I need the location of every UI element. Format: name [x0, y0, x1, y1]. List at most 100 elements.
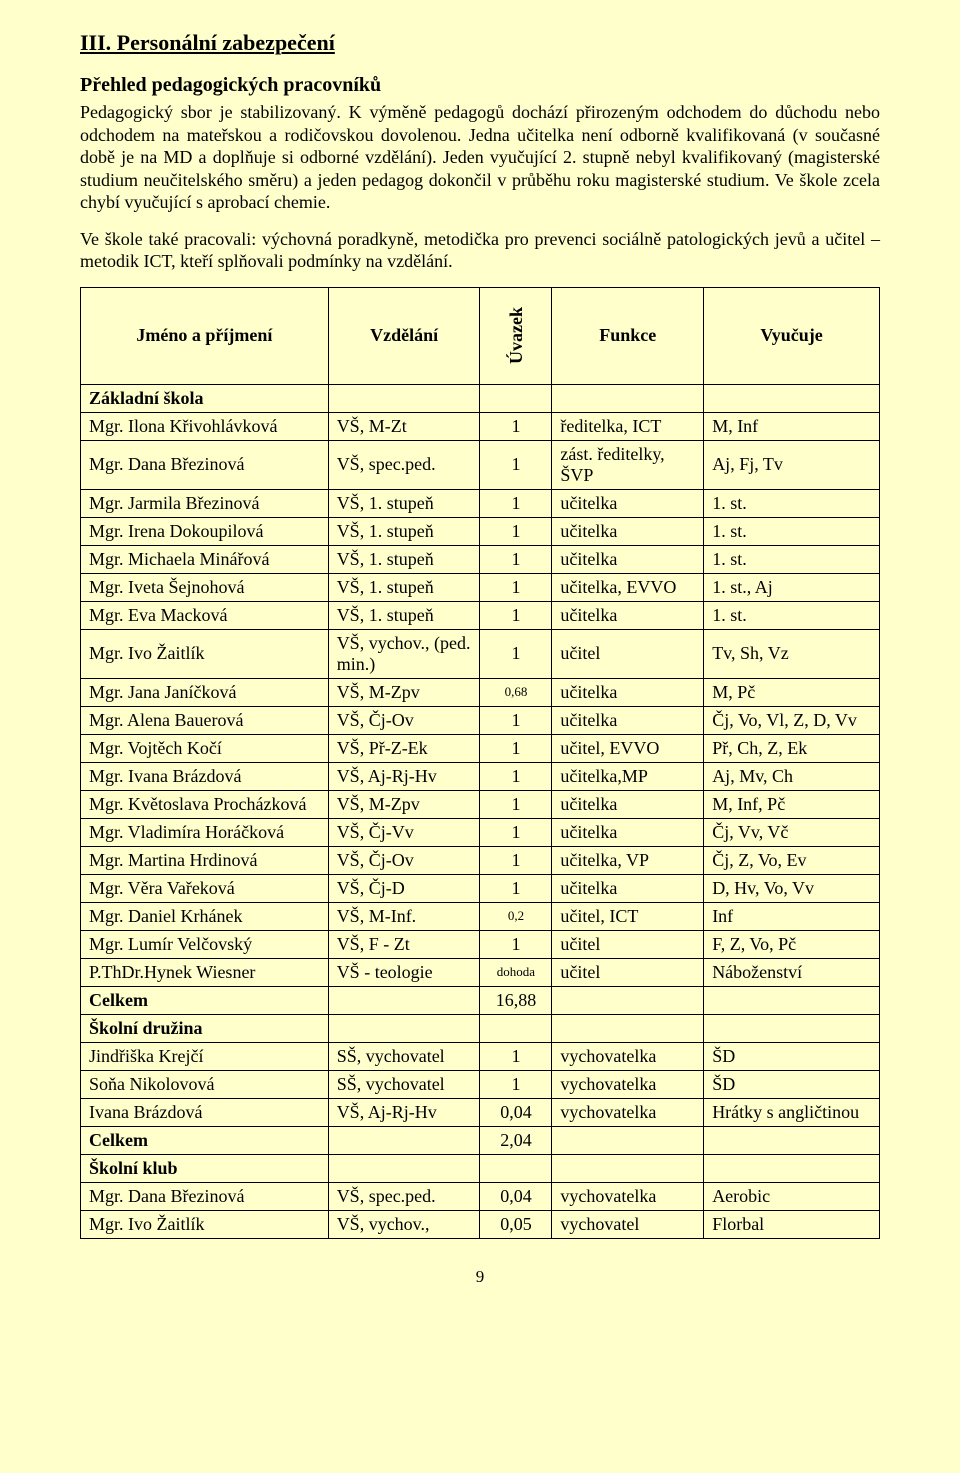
cell-name: Celkem: [81, 1126, 329, 1154]
cell-education: VŠ - teologie: [328, 958, 480, 986]
cell-funkce: učitelka, VP: [552, 846, 704, 874]
cell-funkce: učitelka: [552, 706, 704, 734]
cell-funkce: učitelka: [552, 818, 704, 846]
cell-uvazek: 1: [480, 629, 552, 678]
cell-vyucuje: Čj, Vo, Vl, Z, D, Vv: [704, 706, 880, 734]
table-row: Mgr. Dana BřezinováVŠ, spec.ped.0,04vych…: [81, 1182, 880, 1210]
cell-uvazek: 1: [480, 706, 552, 734]
table-row: Mgr. Alena BauerováVŠ, Čj-Ov1učitelkaČj,…: [81, 706, 880, 734]
table-row: Celkem2,04: [81, 1126, 880, 1154]
section-title: III. Personální zabezpečení: [80, 30, 880, 56]
cell-uvazek: 1: [480, 762, 552, 790]
cell-uvazek: 1: [480, 874, 552, 902]
table-row: P.ThDr.Hynek WiesnerVŠ - teologiedohodau…: [81, 958, 880, 986]
cell-name: Mgr. Dana Březinová: [81, 440, 329, 489]
paragraph-2: Ve škole také pracovali: výchovná poradk…: [80, 228, 880, 273]
table-row: Celkem16,88: [81, 986, 880, 1014]
cell-uvazek: 1: [480, 489, 552, 517]
cell-funkce: učitelka: [552, 678, 704, 706]
cell-uvazek: [480, 1154, 552, 1182]
cell-vyucuje: Čj, Z, Vo, Ev: [704, 846, 880, 874]
cell-vyucuje: 1. st.: [704, 601, 880, 629]
table-row: Mgr. Vojtěch KočíVŠ, Př-Z-Ek1učitel, EVV…: [81, 734, 880, 762]
cell-funkce: učitelka: [552, 489, 704, 517]
subheading: Přehled pedagogických pracovníků: [80, 74, 880, 97]
cell-funkce: vychovatelka: [552, 1182, 704, 1210]
cell-funkce: učitelka: [552, 790, 704, 818]
cell-name: Mgr. Ivo Žaitlík: [81, 629, 329, 678]
table-row: Mgr. Irena DokoupilováVŠ, 1. stupeň1učit…: [81, 517, 880, 545]
cell-education: VŠ, Čj-Ov: [328, 706, 480, 734]
cell-name: Mgr. Irena Dokoupilová: [81, 517, 329, 545]
cell-name: Soňa Nikolovová: [81, 1070, 329, 1098]
cell-uvazek: [480, 1014, 552, 1042]
cell-vyucuje: Aerobic: [704, 1182, 880, 1210]
cell-funkce: učitel: [552, 958, 704, 986]
table-row: Mgr. Michaela MinářováVŠ, 1. stupeň1učit…: [81, 545, 880, 573]
cell-uvazek: 1: [480, 545, 552, 573]
cell-name: Školní klub: [81, 1154, 329, 1182]
cell-uvazek: 0,04: [480, 1098, 552, 1126]
cell-uvazek: 1: [480, 601, 552, 629]
cell-funkce: učitelka,MP: [552, 762, 704, 790]
cell-funkce: vychovatelka: [552, 1098, 704, 1126]
col-header-vyucuje: Vyučuje: [704, 287, 880, 384]
cell-funkce: učitelka: [552, 545, 704, 573]
cell-education: VŠ, M-Inf.: [328, 902, 480, 930]
table-body: Základní školaMgr. Ilona KřivohlávkováVŠ…: [81, 384, 880, 1238]
cell-education: [328, 1126, 480, 1154]
cell-uvazek: [480, 384, 552, 412]
table-row: Mgr. Jarmila BřezinováVŠ, 1. stupeň1učit…: [81, 489, 880, 517]
table-row: Soňa NikolovováSŠ, vychovatel1vychovatel…: [81, 1070, 880, 1098]
cell-name: Mgr. Ivo Žaitlík: [81, 1210, 329, 1238]
cell-education: VŠ, 1. stupeň: [328, 489, 480, 517]
cell-education: VŠ, Čj-Ov: [328, 846, 480, 874]
cell-uvazek: 1: [480, 517, 552, 545]
cell-education: VŠ, F - Zt: [328, 930, 480, 958]
cell-uvazek: 0,68: [480, 678, 552, 706]
cell-funkce: učitelka: [552, 517, 704, 545]
cell-name: Mgr. Iveta Šejnohová: [81, 573, 329, 601]
cell-uvazek: 1: [480, 1070, 552, 1098]
cell-funkce: učitelka, EVVO: [552, 573, 704, 601]
cell-funkce: vychovatelka: [552, 1042, 704, 1070]
table-row: Mgr. Eva MackováVŠ, 1. stupeň1učitelka1.…: [81, 601, 880, 629]
cell-uvazek: 1: [480, 846, 552, 874]
cell-education: [328, 986, 480, 1014]
cell-name: Mgr. Eva Macková: [81, 601, 329, 629]
cell-vyucuje: [704, 1154, 880, 1182]
cell-funkce: učitelka: [552, 601, 704, 629]
cell-education: VŠ, Aj-Rj-Hv: [328, 762, 480, 790]
table-row: Mgr. Ivo ŽaitlíkVŠ, vychov.,0,05vychovat…: [81, 1210, 880, 1238]
table-row: Mgr. Martina HrdinováVŠ, Čj-Ov1učitelka,…: [81, 846, 880, 874]
cell-name: Mgr. Dana Březinová: [81, 1182, 329, 1210]
table-row: Mgr. Vladimíra HoráčkováVŠ, Čj-Vv1učitel…: [81, 818, 880, 846]
cell-education: [328, 1014, 480, 1042]
cell-vyucuje: Tv, Sh, Vz: [704, 629, 880, 678]
cell-funkce: [552, 1154, 704, 1182]
cell-education: VŠ, Čj-D: [328, 874, 480, 902]
table-row: Mgr. Ivo ŽaitlíkVŠ, vychov., (ped. min.)…: [81, 629, 880, 678]
table-row: Ivana BrázdováVŠ, Aj-Rj-Hv0,04vychovatel…: [81, 1098, 880, 1126]
table-row: Mgr. Ivana BrázdováVŠ, Aj-Rj-Hv1učitelka…: [81, 762, 880, 790]
cell-uvazek: 1: [480, 412, 552, 440]
cell-education: [328, 1154, 480, 1182]
cell-uvazek: dohoda: [480, 958, 552, 986]
cell-uvazek: 1: [480, 440, 552, 489]
cell-vyucuje: [704, 986, 880, 1014]
cell-vyucuje: Florbal: [704, 1210, 880, 1238]
cell-funkce: učitel: [552, 629, 704, 678]
cell-funkce: učitel, ICT: [552, 902, 704, 930]
table-row: Školní klub: [81, 1154, 880, 1182]
cell-education: VŠ, M-Zpv: [328, 678, 480, 706]
table-row: Mgr. Ilona KřivohlávkováVŠ, M-Zt1ředitel…: [81, 412, 880, 440]
cell-vyucuje: 1. st.: [704, 489, 880, 517]
cell-vyucuje: M, Inf: [704, 412, 880, 440]
cell-vyucuje: ŠD: [704, 1042, 880, 1070]
cell-education: VŠ, 1. stupeň: [328, 601, 480, 629]
cell-vyucuje: M, Inf, Pč: [704, 790, 880, 818]
cell-vyucuje: ŠD: [704, 1070, 880, 1098]
cell-education: [328, 384, 480, 412]
cell-name: Mgr. Jarmila Březinová: [81, 489, 329, 517]
cell-vyucuje: Inf: [704, 902, 880, 930]
